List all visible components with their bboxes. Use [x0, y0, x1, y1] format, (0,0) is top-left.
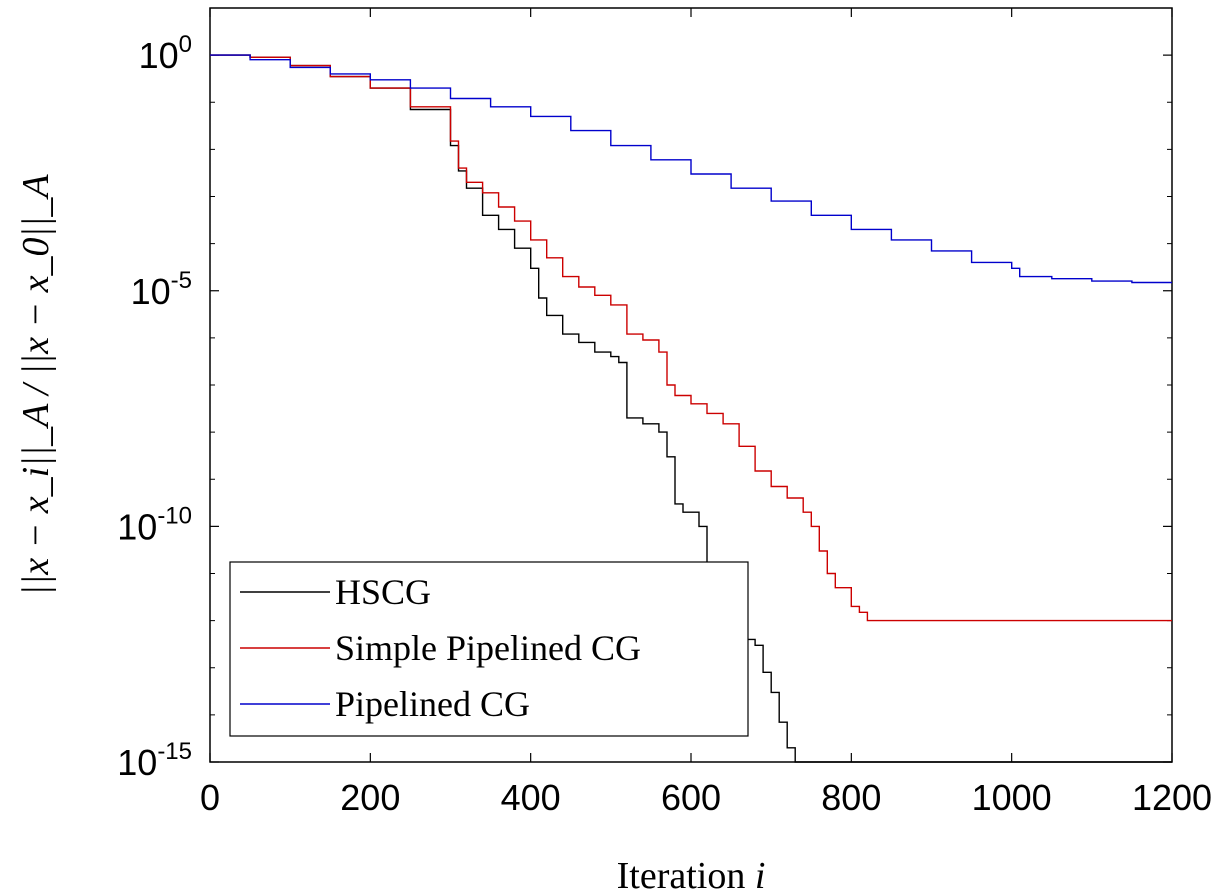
- x-tick-label: 800: [821, 777, 881, 818]
- y-axis-label: ||x − x_i||_A / ||x − x_0||_A: [15, 174, 57, 596]
- legend-label: HSCG: [335, 572, 431, 612]
- x-tick-label: 0: [200, 777, 220, 818]
- legend: HSCG Simple Pipelined CG Pipelined CG: [229, 561, 749, 737]
- x-axis-label: Iteration i: [617, 855, 766, 893]
- legend-label: Pipelined CG: [335, 684, 530, 724]
- x-tick-label: 1200: [1132, 777, 1212, 818]
- legend-box: [229, 561, 749, 737]
- series-line-pipelined-cg: [210, 54, 1172, 284]
- series-lines: [210, 54, 1172, 763]
- legend-label: Simple Pipelined CG: [335, 628, 641, 668]
- y-tick-label: 10-15: [117, 738, 192, 783]
- axis-labels: Iteration i ||x − x_i||_A / ||x − x_0||_A: [15, 174, 765, 893]
- x-tick-label: 600: [661, 777, 721, 818]
- x-tick-label: 400: [501, 777, 561, 818]
- y-tick-label: 10-10: [117, 502, 192, 547]
- y-tick-label: 10-5: [131, 267, 192, 312]
- series-line-simple-pipelined-cg: [210, 54, 1172, 622]
- x-tick-label: 200: [340, 777, 400, 818]
- x-tick-label: 1000: [972, 777, 1052, 818]
- y-tick-label: 100: [139, 31, 192, 76]
- axis-ticks: 0 200 400 600 800 1000 1200 100 10-5 10-10 10-15: [117, 7, 1212, 818]
